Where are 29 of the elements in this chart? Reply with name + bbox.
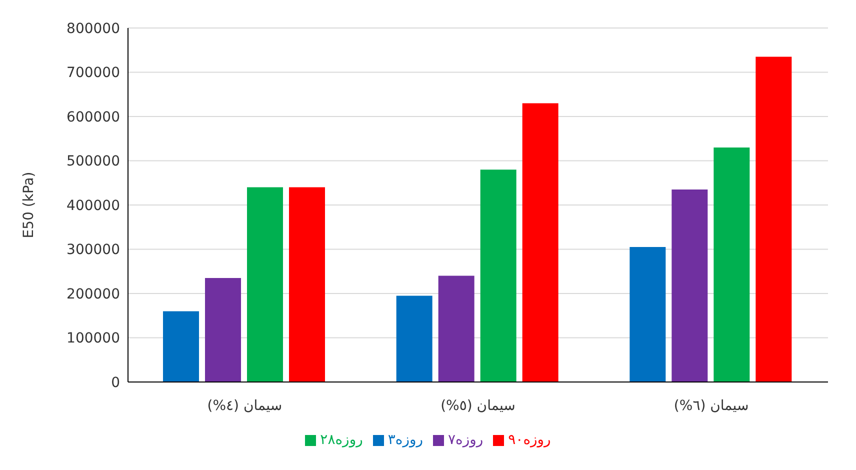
legend-label: ۲۸روزه xyxy=(320,432,363,448)
x-tick-label: سیمان (٦%) xyxy=(674,398,749,414)
bar xyxy=(396,296,432,382)
y-tick-label: 800000 xyxy=(66,20,120,37)
bar xyxy=(714,147,750,382)
bar xyxy=(163,311,199,382)
legend-label: ۷روزه xyxy=(448,432,484,448)
bar xyxy=(438,276,474,382)
y-tick-label: 100000 xyxy=(66,330,120,347)
y-tick-label: 600000 xyxy=(66,109,120,126)
y-tick-label: 200000 xyxy=(66,286,120,302)
legend-label: ۹۰روزه xyxy=(508,432,551,448)
y-tick-label: 0 xyxy=(111,374,120,391)
x-tick-label: سیمان (٥%) xyxy=(440,398,516,414)
y-axis-title: E50 (kPa) xyxy=(20,172,37,238)
x-tick-label: سیمان (٤%) xyxy=(207,398,282,414)
y-tick-label: 300000 xyxy=(66,242,120,258)
bar xyxy=(480,170,516,382)
bar xyxy=(522,103,558,382)
bar xyxy=(672,190,708,382)
bar xyxy=(630,247,666,382)
bar xyxy=(289,187,325,382)
y-tick-label: 500000 xyxy=(66,154,120,170)
bar xyxy=(247,187,283,382)
y-tick-label: 700000 xyxy=(66,65,120,82)
bar xyxy=(205,278,241,382)
y-tick-label: 400000 xyxy=(66,198,120,214)
legend-label: ۳روزه xyxy=(388,432,423,448)
bar xyxy=(756,56,792,382)
